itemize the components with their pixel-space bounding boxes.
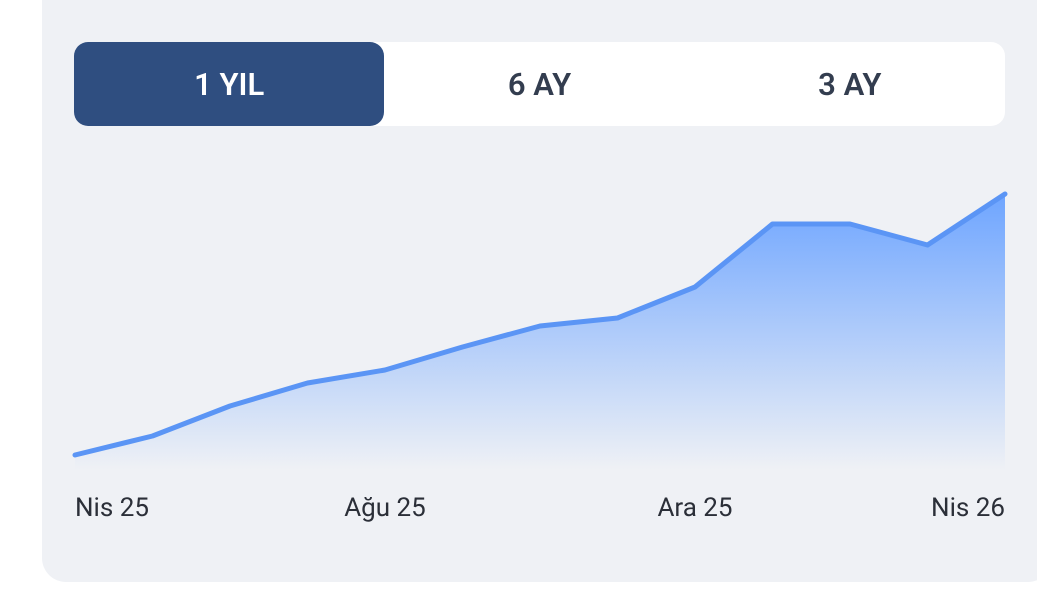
x-tick-label: Ağu 25	[344, 493, 426, 523]
tab[interactable]: 6 AY	[507, 65, 572, 103]
x-tick-label: Nis 26	[931, 493, 1005, 523]
x-tick-label: Nis 25	[75, 493, 149, 523]
tab[interactable]: 1 YIL	[74, 42, 385, 126]
x-tick-label: Ara 25	[657, 493, 732, 523]
line	[72, 191, 1008, 458]
tab[interactable]: 3 AY	[818, 65, 882, 103]
area-fill	[75, 194, 1005, 470]
period-tabs: 1 YIL 6 AY 3 AY	[74, 42, 1005, 126]
